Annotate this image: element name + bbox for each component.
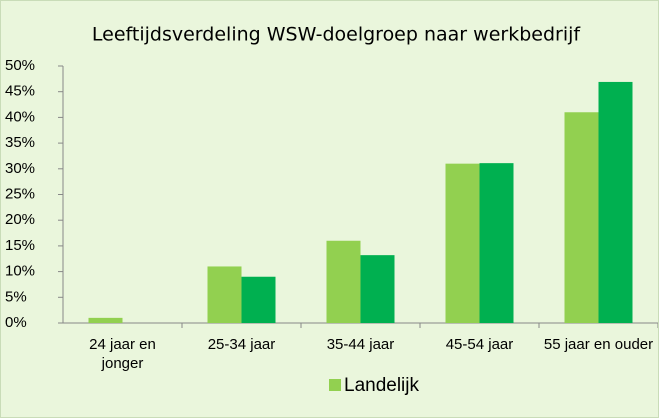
- y-tick-label: 40%: [5, 108, 35, 125]
- y-tick-label: 10%: [5, 263, 35, 280]
- bar: [564, 112, 599, 323]
- y-tick-label: 25%: [5, 185, 35, 202]
- bar: [207, 266, 242, 323]
- bar: [88, 317, 123, 323]
- y-tick-label: 50%: [5, 57, 35, 74]
- y-tick-label: 15%: [5, 237, 35, 254]
- y-tick-label: 20%: [5, 211, 35, 228]
- bar: [598, 81, 633, 324]
- bar: [241, 276, 276, 323]
- chart-title: Leeftijdsverdeling WSW-doelgroep naar we…: [92, 24, 581, 46]
- y-tick-label: 5%: [5, 288, 27, 305]
- legend-label: Landelijk: [344, 375, 419, 396]
- x-tick-label: 55 jaar en ouder: [543, 336, 654, 353]
- y-tick-label: 30%: [5, 160, 35, 177]
- bar: [445, 163, 480, 323]
- y-tick-label: 45%: [5, 83, 35, 100]
- x-tick-label: 35-44 jaar: [326, 336, 395, 353]
- y-tick-label: 35%: [5, 134, 35, 151]
- y-tick-label: 0%: [5, 314, 27, 331]
- bar: [326, 240, 361, 323]
- x-tick-label: 24 jaar en jonger: [89, 336, 156, 372]
- bar: [479, 163, 514, 323]
- bar: [360, 255, 395, 323]
- x-tick-label: 45-54 jaar: [445, 336, 514, 353]
- legend-swatch: [329, 379, 341, 391]
- x-tick-label: 25-34 jaar: [207, 336, 276, 353]
